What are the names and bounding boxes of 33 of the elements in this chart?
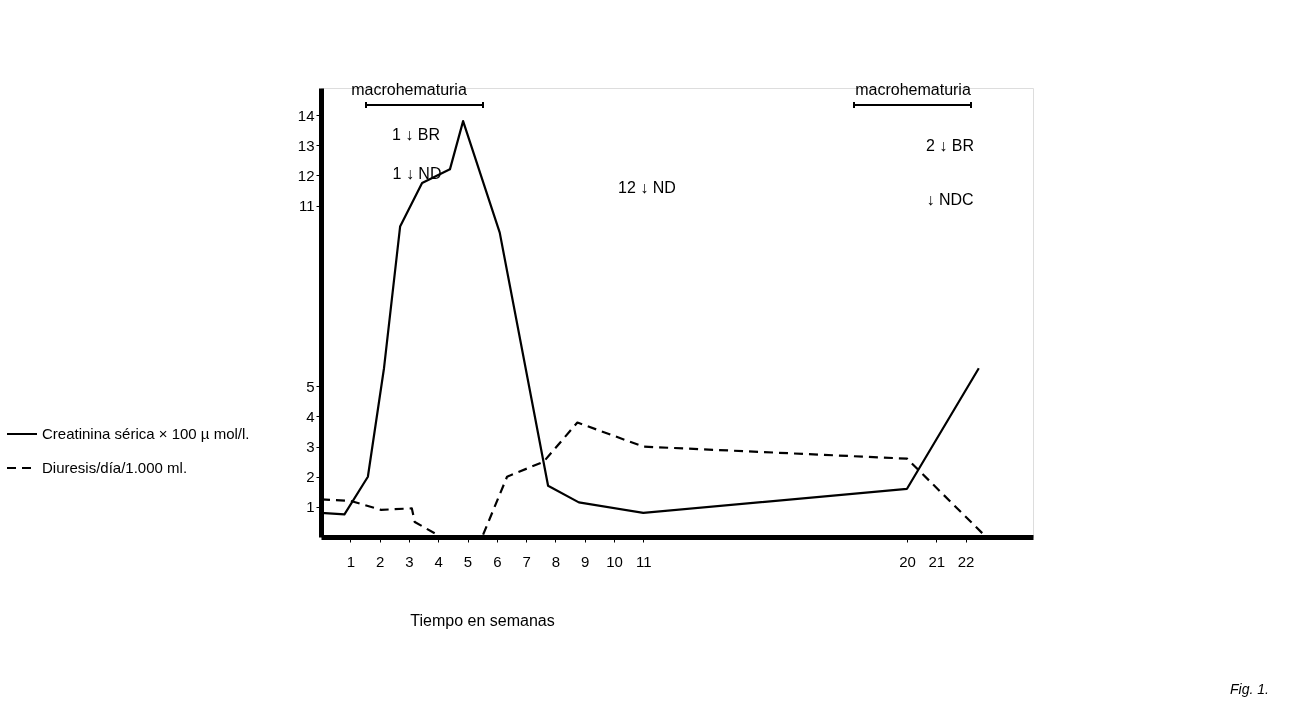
annotation: 1 ↓ BR <box>391 126 441 143</box>
x-tick-label: 20 <box>899 552 916 570</box>
y-tick-label: 14 <box>297 106 315 124</box>
y-tick-label: 3 <box>306 438 315 456</box>
legend-label: Diuresis/día/1.000 ml. <box>42 459 188 476</box>
x-tick-label: 4 <box>434 552 443 570</box>
annotation: macrohematuria <box>351 81 467 98</box>
x-tick-label: 3 <box>405 552 414 570</box>
legend-label: Creatinina sérica × 100 µ mol/l. <box>42 425 250 442</box>
annotation: 2 ↓ BR <box>925 137 975 154</box>
x-tick-label: 2 <box>375 552 385 570</box>
x-tick-label: 21 <box>928 552 946 570</box>
x-tick-label: 11 <box>636 552 652 570</box>
x-tick-label: 6 <box>493 552 502 570</box>
y-tick-label: 11 <box>298 197 315 215</box>
x-tick-label: 8 <box>551 552 561 570</box>
x-tick-label: 9 <box>581 552 590 570</box>
y-tick-label: 12 <box>297 166 315 184</box>
annotation: macrohematuria <box>855 81 971 98</box>
y-tick-label: 13 <box>297 136 315 154</box>
y-tick-label: 2 <box>306 468 315 486</box>
x-tick-label: 22 <box>957 552 975 570</box>
y-tick-label: 1 <box>306 498 315 516</box>
annotation: 12 ↓ ND <box>618 179 676 196</box>
y-tick-label: 5 <box>306 377 315 395</box>
x-tick-label: 7 <box>522 552 531 570</box>
x-tick-label: 10 <box>606 552 623 570</box>
x-axis-title: Tiempo en semanas <box>410 611 555 629</box>
annotation: ↓ NDC <box>926 191 974 208</box>
x-tick-label: 1 <box>346 552 355 570</box>
x-tick-label: 5 <box>463 552 473 570</box>
caption: Fig. 1. <box>1230 681 1269 697</box>
y-tick-label: 4 <box>306 407 315 425</box>
